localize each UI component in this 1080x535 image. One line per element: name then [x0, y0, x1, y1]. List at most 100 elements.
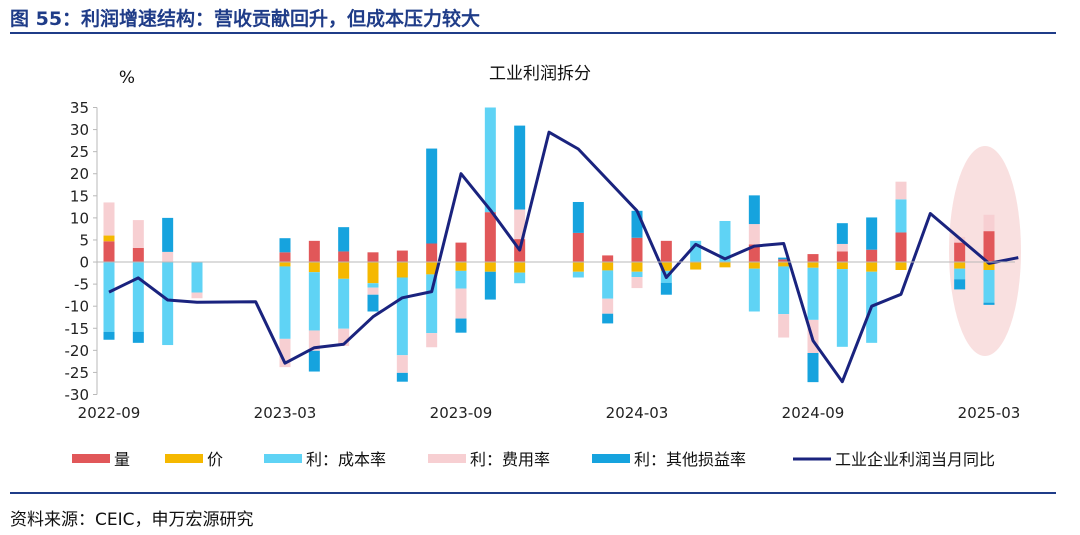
bar-segment	[455, 288, 467, 319]
y-axis: 35 30 25 20 15 10 5 0 -5 -10 -15 -20 -25 -30	[65, 99, 98, 404]
bar-segment	[279, 262, 291, 267]
bar-segment	[895, 181, 907, 200]
bar-segment	[866, 262, 878, 272]
bar-segment	[162, 217, 174, 252]
bar-segment	[866, 217, 878, 250]
bar-segment	[132, 220, 144, 248]
bar-segment	[807, 254, 819, 263]
bar-segment	[308, 272, 320, 331]
line-layer	[108, 130, 1019, 384]
bar-segment	[338, 278, 350, 329]
bar-segment	[895, 199, 907, 233]
bar-segment	[396, 262, 408, 278]
legend-swatch	[72, 454, 110, 463]
y-tick-label: 30	[70, 121, 89, 139]
bar-segment	[778, 314, 790, 338]
bar-segment	[631, 210, 643, 238]
bar-segment	[954, 279, 966, 290]
bar-segment	[690, 262, 702, 270]
bar-segment	[338, 328, 350, 346]
legend-label: 利：费用率	[470, 450, 550, 469]
bar-segment	[778, 266, 790, 315]
bar-segment	[602, 255, 614, 263]
bar-segment	[367, 283, 379, 288]
y-tick-label: 15	[70, 187, 89, 205]
bar-segment	[690, 240, 702, 263]
bar-segment	[426, 243, 438, 263]
bar-segment	[484, 262, 496, 272]
bar-segment	[983, 302, 995, 305]
bar-segment	[396, 355, 408, 373]
bar-segment	[660, 262, 672, 271]
bar-segment	[572, 201, 584, 233]
x-tick-label: 2022-09	[78, 404, 141, 422]
bar-segment	[338, 262, 350, 279]
legend-label: 利：成本率	[306, 450, 386, 469]
bar-segment	[103, 235, 115, 242]
y-tick-label: -30	[65, 386, 90, 404]
bar-segment	[396, 277, 408, 356]
source-note: 资料来源：CEIC，申万宏源研究	[10, 510, 254, 530]
bar-segment	[983, 262, 995, 270]
bar-segment	[103, 331, 115, 340]
x-tick-label: 2023-09	[430, 404, 493, 422]
bar-segment	[748, 224, 760, 245]
bar-segment	[484, 271, 496, 300]
legend-swatch	[264, 454, 302, 463]
bar-segment	[367, 252, 379, 263]
bar-segment	[719, 220, 731, 263]
legend-label: 工业企业利润当月同比	[835, 450, 995, 469]
bar-segment	[631, 271, 643, 278]
bar-segment	[778, 257, 790, 260]
y-tick-label: 35	[70, 99, 89, 117]
x-tick-label: 2025-03	[958, 404, 1021, 422]
y-tick-label: 25	[70, 143, 89, 161]
bar-segment	[572, 232, 584, 263]
bar-segment	[308, 240, 320, 263]
y-tick-label: -25	[65, 364, 90, 382]
bar-segment	[308, 350, 320, 372]
bar-segment	[983, 269, 995, 303]
bar-segment	[954, 242, 966, 263]
profit-yoy-line	[108, 130, 1019, 384]
bar-segment	[367, 262, 379, 284]
bar-segment	[954, 268, 966, 280]
bar-segment	[602, 313, 614, 324]
bar-segment	[719, 262, 731, 268]
bar-segment	[572, 262, 584, 272]
bar-segment	[484, 212, 496, 263]
legend-label: 量	[114, 450, 130, 469]
bar-segment	[455, 262, 467, 271]
bar-segment	[191, 262, 203, 293]
chart-title: 工业利润拆分	[489, 64, 591, 84]
bar-segment	[983, 231, 995, 263]
legend-swatch	[428, 454, 466, 463]
bar-segment	[866, 249, 878, 263]
bar-segment	[279, 238, 291, 253]
y-tick-label: -10	[65, 298, 90, 316]
y-tick-label: 5	[79, 231, 89, 249]
y-tick-label: 10	[70, 209, 89, 227]
bar-segment	[660, 240, 672, 263]
bar-segment	[836, 262, 848, 270]
legend-label: 利：其他损益率	[634, 450, 746, 469]
bar-segment	[807, 352, 819, 383]
bar-segment	[514, 209, 526, 240]
bar-segment	[631, 237, 643, 263]
bar-segment	[778, 262, 790, 267]
bar-segment	[132, 262, 144, 332]
bar-segment	[514, 262, 526, 273]
bar-segment	[660, 282, 672, 295]
bar-segment	[836, 269, 848, 347]
bar-segment	[426, 274, 438, 334]
legend: 量 价 利：成本率 利：费用率 利：其他损益率 工业企业利润当月同比	[72, 450, 995, 469]
bar-segment	[308, 262, 320, 273]
bar-segment	[103, 202, 115, 236]
bar-segment	[162, 251, 174, 263]
bar-segment	[367, 294, 379, 312]
bar-segment	[103, 241, 115, 263]
bar-segment	[132, 247, 144, 263]
x-axis: 2022-09 2023-03 2023-09 2024-03 2024-09 2025-…	[78, 261, 1021, 422]
bar-segment	[191, 292, 203, 299]
y-tick-label: -5	[74, 276, 89, 294]
